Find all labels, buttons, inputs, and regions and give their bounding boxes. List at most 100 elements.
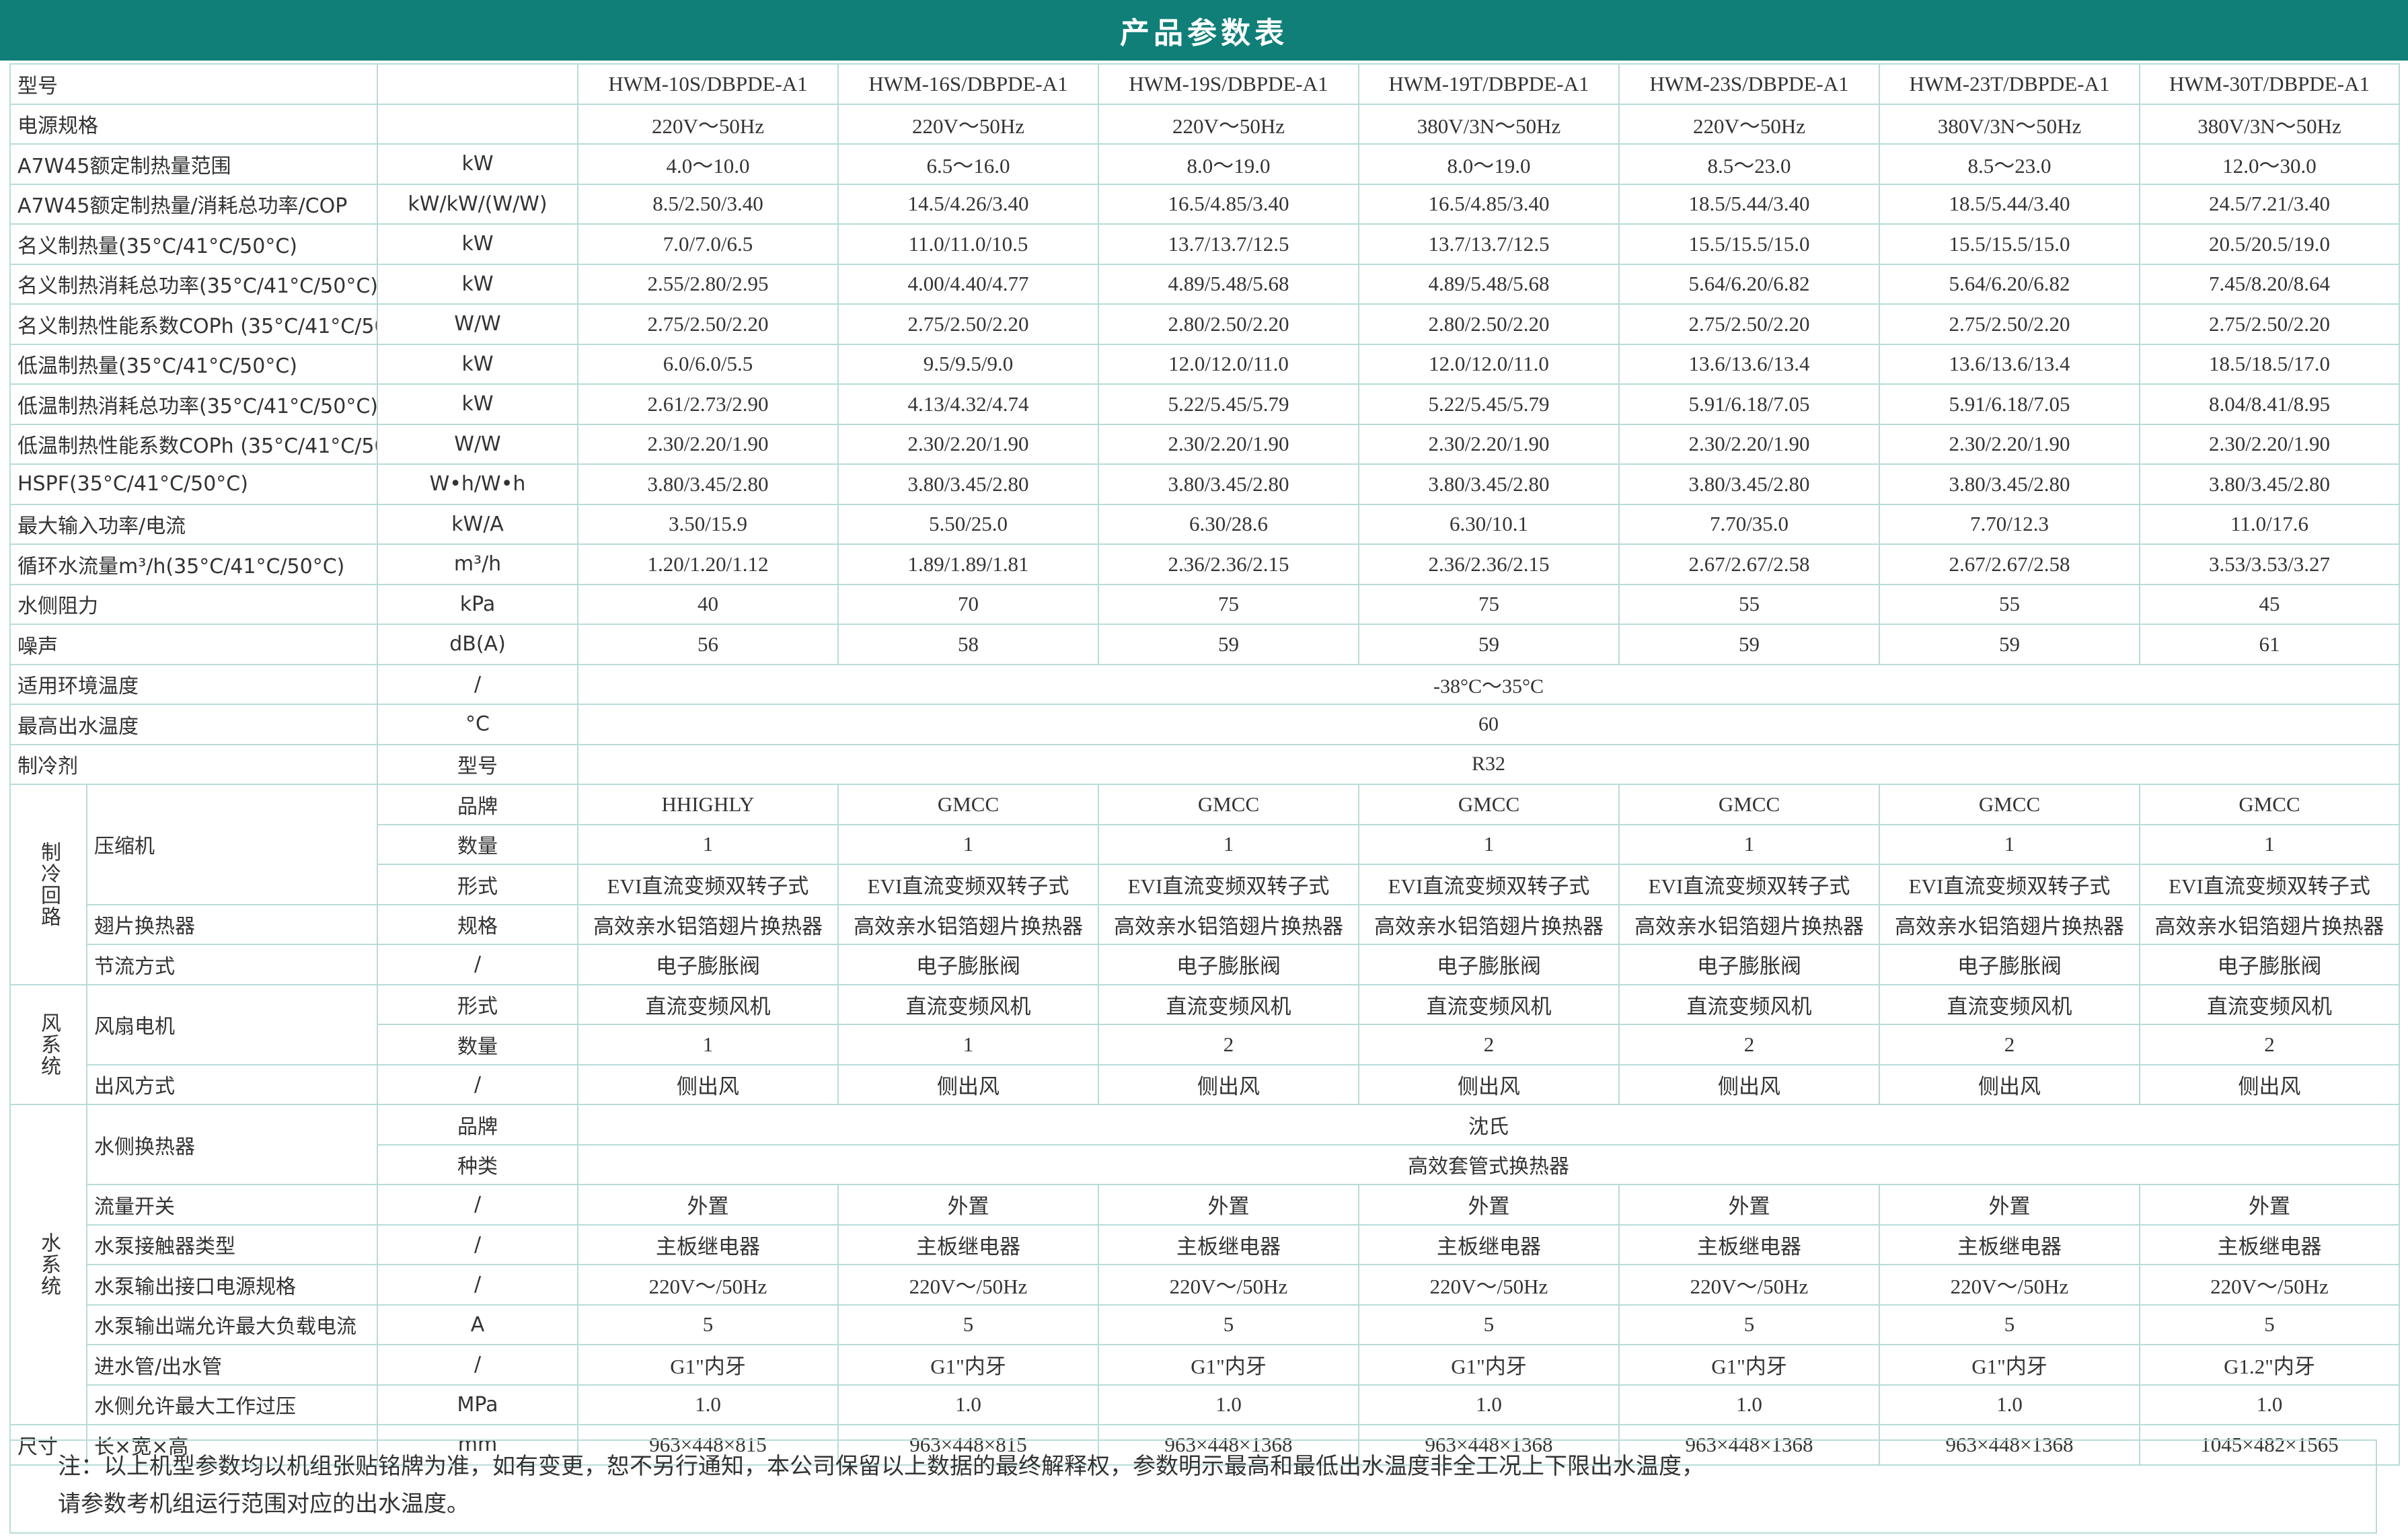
value-cell: EVI直流变频双转子式 <box>577 864 839 905</box>
table-row: A7W45额定制热量范围 kW 4.0～10.0 6.5～16.0 8.0～19.0 8.… <box>9 143 2400 185</box>
footnote-line-2: 请参数考机组运行范围对应的出水温度。 <box>58 1491 469 1517</box>
value-cell: 2.75/2.50/2.20 <box>2139 303 2400 345</box>
value-cell: 3.80/3.45/2.80 <box>1879 463 2140 505</box>
unit-cell: A <box>377 1304 578 1345</box>
value-cell: 56 <box>577 624 839 665</box>
value-cell: 7.0/7.0/6.5 <box>577 223 839 265</box>
table-row: 翅片换热器 规格 高效亲水铝箔翅片换热器 高效亲水铝箔翅片换热器 高效亲水铝箔翅片换热器… <box>10 903 2400 945</box>
value-cell: 220V～/50Hz <box>1358 1264 1620 1306</box>
unit-cell: 型号 <box>377 743 578 785</box>
value-cell: 外置 <box>1358 1184 1620 1226</box>
value-cell: 220V～/50Hz <box>1879 1264 2140 1306</box>
unit-cell: kPa <box>377 583 578 625</box>
value-cell: 1.0 <box>837 1384 1099 1425</box>
value-cell: GMCC <box>837 784 1099 825</box>
value-cell: 8.5～23.0 <box>1879 143 2140 185</box>
value-cell: 9.5/9.5/9.0 <box>837 343 1099 385</box>
value-cell: 1 <box>1879 823 2140 865</box>
value-cell: EVI直流变频双转子式 <box>1879 864 2140 905</box>
row-label: 水侧阻力 <box>9 583 378 625</box>
value-cell: 12.0/12.0/11.0 <box>1358 343 1620 385</box>
model-name: HWM-23S/DBPDE-A1 <box>1618 63 1880 105</box>
value-cell: 2.36/2.36/2.15 <box>1098 543 1359 585</box>
value-cell: 高效亲水铝箔翅片换热器 <box>577 903 839 945</box>
value-cell: 电子膨胀阀 <box>2139 944 2400 985</box>
table-row: 出风方式 / 侧出风 侧出风 侧出风 侧出风 侧出风 侧出风 侧出风 <box>10 1063 2400 1105</box>
value-cell: 13.7/13.7/12.5 <box>1098 223 1359 265</box>
row-label: 名义制热性能系数COPh (35°C/41°C/50°C) <box>9 303 378 345</box>
value-cell: 4.89/5.48/5.68 <box>1098 263 1359 305</box>
value-cell: 75 <box>1358 583 1620 625</box>
value-cell: 电子膨胀阀 <box>837 944 1099 985</box>
value-cell: 外置 <box>577 1184 839 1226</box>
unit-cell: / <box>377 1063 578 1105</box>
table-row: 水系统 水侧换热器 品牌 沈氏 <box>9 1104 2400 1425</box>
value-cell: 1.0 <box>1098 1384 1359 1425</box>
value-cell: 3.80/3.45/2.80 <box>1098 463 1359 505</box>
value-cell: 侧出风 <box>1879 1063 2140 1105</box>
value-cell: 220V～/50Hz <box>837 1264 1099 1306</box>
table-row: HSPF(35°C/41°C/50°C) W•h/W•h 3.80/3.45/2.8… <box>9 463 2400 505</box>
value-cell: 2 <box>1618 1024 1880 1065</box>
value-cell: 20.5/20.5/19.0 <box>2139 223 2400 265</box>
row-label: 最高出水温度 <box>9 704 378 745</box>
value-cell: 直流变频风机 <box>2139 983 2400 1025</box>
value-cell: 220V～/50Hz <box>2139 1264 2400 1306</box>
value-cell: 2.30/2.20/1.90 <box>2139 423 2400 465</box>
row-label: 噪声 <box>9 624 378 665</box>
value-cell: 5.22/5.45/5.79 <box>1358 383 1620 425</box>
value-cell: 16.5/4.85/3.40 <box>1358 183 1620 225</box>
value-cell: 2.75/2.50/2.20 <box>1879 303 2140 345</box>
table-row: 水侧阻力 kPa 40 70 75 75 55 55 45 <box>9 583 2400 625</box>
value-cell: 2.80/2.50/2.20 <box>1358 303 1620 345</box>
unit-cell: / <box>377 1344 578 1386</box>
row-label: 循环水流量m³/h(35°C/41°C/50°C) <box>9 543 378 585</box>
value-cell: 40 <box>577 583 839 625</box>
value-cell: 963×448×1368 <box>1358 1424 1620 1466</box>
value-cell: 高效套管式换热器 <box>577 1143 2400 1185</box>
group-label: 风系统 <box>9 983 87 1105</box>
value-cell: 6.0/6.0/5.5 <box>577 343 839 385</box>
unit-cell: MPa <box>377 1384 578 1425</box>
value-cell: 2.30/2.20/1.90 <box>1358 423 1620 465</box>
sub-label: 翅片换热器 <box>86 903 378 945</box>
value-cell: 220V～50Hz <box>837 103 1099 145</box>
value-cell: 1.20/1.20/1.12 <box>577 543 839 585</box>
value-cell: 3.50/15.9 <box>577 503 839 545</box>
table-row: 最高出水温度 °C 60 <box>9 704 2400 745</box>
value-cell: 侧出风 <box>837 1063 1099 1105</box>
row-label: 低温制热消耗总功率(35°C/41°C/50°C) <box>9 383 378 425</box>
value-cell: 4.89/5.48/5.68 <box>1358 263 1620 305</box>
footnote: 注：以上机型参数均以机组张贴铭牌为准，如有变更，恕不另行通知，本公司保留以上数据… <box>9 1439 2377 1534</box>
value-cell: 直流变频风机 <box>1098 983 1359 1025</box>
value-cell: 1.0 <box>2139 1384 2400 1425</box>
value-cell: 13.6/13.6/13.4 <box>1618 343 1880 385</box>
value-cell: 3.80/3.45/2.80 <box>1618 463 1880 505</box>
unit-cell: 种类 <box>377 1143 578 1185</box>
value-cell: 主板继电器 <box>577 1224 839 1265</box>
value-cell: 外置 <box>1879 1184 2140 1226</box>
value-cell: 外置 <box>1098 1184 1359 1226</box>
value-cell: 1.0 <box>1618 1384 1880 1425</box>
value-cell: G1.2"内牙 <box>2139 1344 2400 1386</box>
value-cell: 高效亲水铝箔翅片换热器 <box>2139 903 2400 945</box>
unit-cell: kW <box>377 263 578 305</box>
value-cell: 963×448×1368 <box>1098 1424 1359 1466</box>
value-cell: EVI直流变频双转子式 <box>1098 864 1359 905</box>
table-row: 电源规格 220V～50Hz 220V～50Hz 220V～50Hz 380V/3N～5… <box>9 103 2400 145</box>
page-title: 产品参数表 <box>0 0 2408 61</box>
value-cell: 2.30/2.20/1.90 <box>1098 423 1359 465</box>
sub-label: 进水管/出水管 <box>86 1344 378 1386</box>
model-name: HWM-23T/DBPDE-A1 <box>1879 63 2140 105</box>
value-cell: GMCC <box>1879 784 2140 825</box>
value-cell: 220V～/50Hz <box>1098 1264 1359 1306</box>
value-cell: 13.7/13.7/12.5 <box>1358 223 1620 265</box>
value-cell: 电子膨胀阀 <box>1879 944 2140 985</box>
value-cell: EVI直流变频双转子式 <box>2139 864 2400 905</box>
table-row: 名义制热消耗总功率(35°C/41°C/50°C) kW 2.55/2.80/2.9… <box>9 263 2400 305</box>
value-cell: 6.30/10.1 <box>1358 503 1620 545</box>
unit-cell: m³/h <box>377 543 578 585</box>
value-cell: 电子膨胀阀 <box>1098 944 1359 985</box>
value-cell: 2.30/2.20/1.90 <box>577 423 839 465</box>
value-cell: GMCC <box>1098 784 1359 825</box>
